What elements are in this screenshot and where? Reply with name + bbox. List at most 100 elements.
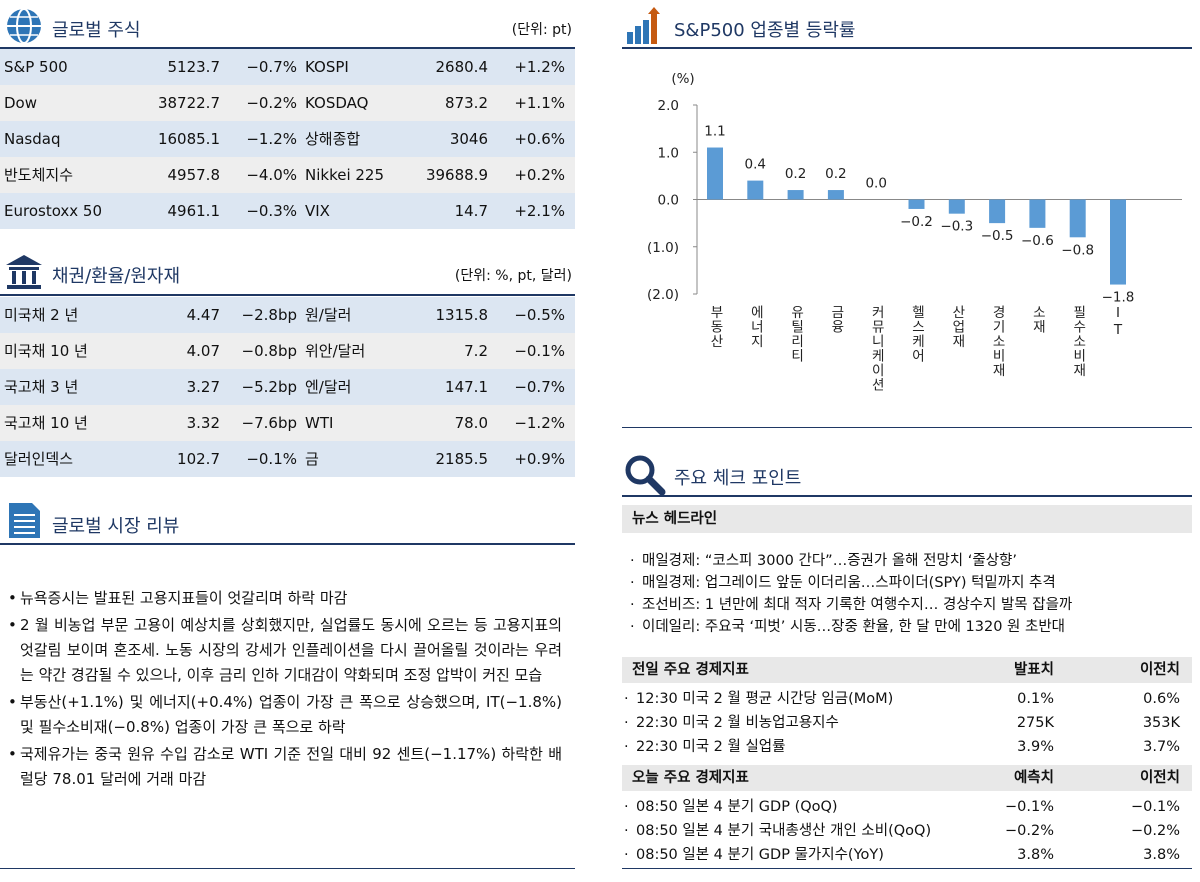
bar bbox=[1029, 199, 1046, 228]
table-cell: −0.1% bbox=[246, 450, 297, 468]
table-cell: +1.2% bbox=[514, 58, 565, 76]
table-cell: −0.1% bbox=[514, 342, 565, 360]
table-cell: −4.0% bbox=[246, 166, 297, 184]
table-cell: 7.2 bbox=[464, 342, 488, 360]
table-cell: Nikkei 225 bbox=[305, 166, 385, 184]
x-tick-label: 금융 bbox=[828, 305, 844, 334]
section-title: 글로벌 시장 리뷰 bbox=[52, 516, 180, 537]
value-label: 1.1 bbox=[704, 124, 725, 140]
bar bbox=[1069, 199, 1086, 238]
divider bbox=[622, 868, 1192, 869]
table-cell: 국고채 10 년 bbox=[4, 414, 88, 432]
bar bbox=[787, 190, 804, 200]
table-cell: −0.7% bbox=[514, 378, 565, 396]
table-cell: −2.8bp bbox=[241, 306, 297, 324]
indicator-value: −0.2% bbox=[1005, 823, 1054, 839]
table-cell: Nasdaq bbox=[4, 130, 61, 148]
indicator-value: −0.2% bbox=[1131, 823, 1180, 839]
divider bbox=[0, 47, 575, 49]
review-item: 부동산(+1.1%) 및 에너지(+0.4%) 업종이 가장 큰 폭으로 상승했… bbox=[6, 690, 562, 740]
table-cell: 147.1 bbox=[445, 378, 488, 396]
indicator-label: 08:50 일본 4 분기 GDP (QoQ) bbox=[624, 795, 838, 819]
table-cell: 위안/달러 bbox=[305, 342, 366, 360]
checkpoint-panel: 뉴스 헤드라인매일경제: “코스피 3000 간다”…증권가 올해 전망치 ‘줄… bbox=[622, 0, 1192, 882]
table-cell: 78.0 bbox=[454, 414, 488, 432]
x-tick-label: IT bbox=[1110, 305, 1126, 339]
table-cell: 2680.4 bbox=[435, 58, 489, 76]
indicator-value: 3.7% bbox=[1143, 739, 1180, 755]
table-cell: KOSPI bbox=[305, 58, 349, 76]
table-cell: −1.2% bbox=[246, 130, 297, 148]
y-tick-label: 1.0 bbox=[658, 145, 679, 161]
news-header: 뉴스 헤드라인 bbox=[622, 505, 1192, 533]
table-cell: −7.6bp bbox=[241, 414, 297, 432]
indicator-row: 08:50 일본 4 분기 GDP (QoQ) −0.1% −0.1% bbox=[622, 795, 1192, 819]
y-tick-label: 0.0 bbox=[658, 193, 679, 209]
table-cell: 4.47 bbox=[186, 306, 220, 324]
value-label: 0.2 bbox=[785, 166, 806, 182]
indicator-value: 353K bbox=[1142, 715, 1180, 731]
table-row: 미국채 10 년 4.07 −0.8bp 위안/달러 7.2 −0.1% bbox=[0, 333, 575, 369]
table-row: 달러인덱스 102.7 −0.1% 금 2185.5 +0.9% bbox=[0, 441, 575, 477]
table-cell: −5.2bp bbox=[241, 378, 297, 396]
indicator-row: 22:30 미국 2 월 실업률 3.9% 3.7% bbox=[622, 735, 1192, 759]
table-cell: −0.7% bbox=[246, 58, 297, 76]
bar bbox=[827, 190, 844, 200]
table-cell: 3.32 bbox=[186, 414, 220, 432]
table-cell: +0.9% bbox=[514, 450, 565, 468]
table-cell: −0.3% bbox=[246, 202, 297, 220]
globe-icon bbox=[7, 8, 41, 44]
indicator-value: 3.8% bbox=[1017, 847, 1054, 863]
bar bbox=[747, 180, 764, 200]
value-label: −0.5 bbox=[981, 228, 1014, 244]
divider bbox=[622, 495, 1192, 497]
table-cell: 국고채 3 년 bbox=[4, 378, 79, 396]
review-item: 2 월 비농업 부문 고용이 예상치를 상회했지만, 실업률도 동시에 오르는 … bbox=[6, 613, 562, 688]
table-cell: 금 bbox=[305, 450, 319, 468]
chart-icon bbox=[627, 7, 660, 44]
table-row: 반도체지수 4957.8 −4.0% Nikkei 225 39688.9 +0.2% bbox=[0, 157, 575, 193]
indicator-row: 22:30 미국 2 월 비농업고용지수 275K 353K bbox=[622, 711, 1192, 735]
indicator-label: 22:30 미국 2 월 실업률 bbox=[624, 735, 785, 759]
indicator-header-value: 이전치 bbox=[1139, 662, 1180, 678]
table-cell: 3.27 bbox=[186, 378, 220, 396]
y-tick-label: (1.0) bbox=[647, 240, 679, 256]
bar bbox=[989, 199, 1006, 224]
table-cell: S&P 500 bbox=[4, 58, 68, 76]
table-row: S&P 500 5123.7 −0.7% KOSPI 2680.4 +1.2% bbox=[0, 49, 575, 85]
table-cell: 반도체지수 bbox=[4, 166, 74, 184]
indicator-header-label: 오늘 주요 경제지표 bbox=[632, 770, 749, 786]
bank-icon bbox=[6, 255, 42, 289]
news-item: 매일경제: “코스피 3000 간다”…증권가 올해 전망치 ‘줄상향’ bbox=[628, 550, 1072, 572]
value-label: −1.8 bbox=[1102, 290, 1135, 306]
table-cell: 4.07 bbox=[186, 342, 220, 360]
indicator-header-label: 전일 주요 경제지표 bbox=[632, 662, 749, 678]
table-cell: 102.7 bbox=[177, 450, 220, 468]
review-item: 국제유가는 중국 원유 수입 감소로 WTI 기준 전일 대비 92 센트(−1… bbox=[6, 742, 562, 792]
table-row: 미국채 2 년 4.47 −2.8bp 원/달러 1315.8 −0.5% bbox=[0, 297, 575, 333]
indicator-value: −0.1% bbox=[1131, 799, 1180, 815]
y-tick-label: (2.0) bbox=[647, 287, 679, 303]
unit-label: (단위: pt) bbox=[511, 22, 572, 38]
value-label: −0.6 bbox=[1021, 233, 1054, 249]
indicator-header: 오늘 주요 경제지표 예측치 이전치 bbox=[622, 765, 1192, 791]
indicator-value: 3.9% bbox=[1017, 739, 1054, 755]
indicator-header-value: 이전치 bbox=[1139, 770, 1180, 786]
document-icon bbox=[9, 503, 40, 538]
value-label: −0.3 bbox=[940, 219, 973, 235]
x-tick-label: 경기소비재 bbox=[989, 305, 1005, 378]
indicator-value: −0.1% bbox=[1005, 799, 1054, 815]
x-tick-label: 산업재 bbox=[949, 305, 965, 349]
x-tick-label: 커뮤니케이션 bbox=[868, 305, 884, 392]
x-tick-label: 에너지 bbox=[747, 305, 763, 349]
table-cell: 5123.7 bbox=[167, 58, 221, 76]
chart-title: S&P500 업종별 등락률 bbox=[674, 20, 856, 41]
table-cell: KOSDAQ bbox=[305, 94, 369, 112]
table-cell: 39688.9 bbox=[425, 166, 488, 184]
table-cell: VIX bbox=[305, 202, 330, 220]
y-axis-label: (%) bbox=[671, 71, 694, 87]
divider bbox=[622, 47, 1192, 49]
divider bbox=[0, 543, 575, 545]
indicator-row: 08:50 일본 4 분기 국내총생산 개인 소비(QoQ) −0.2% −0.2% bbox=[622, 819, 1192, 843]
